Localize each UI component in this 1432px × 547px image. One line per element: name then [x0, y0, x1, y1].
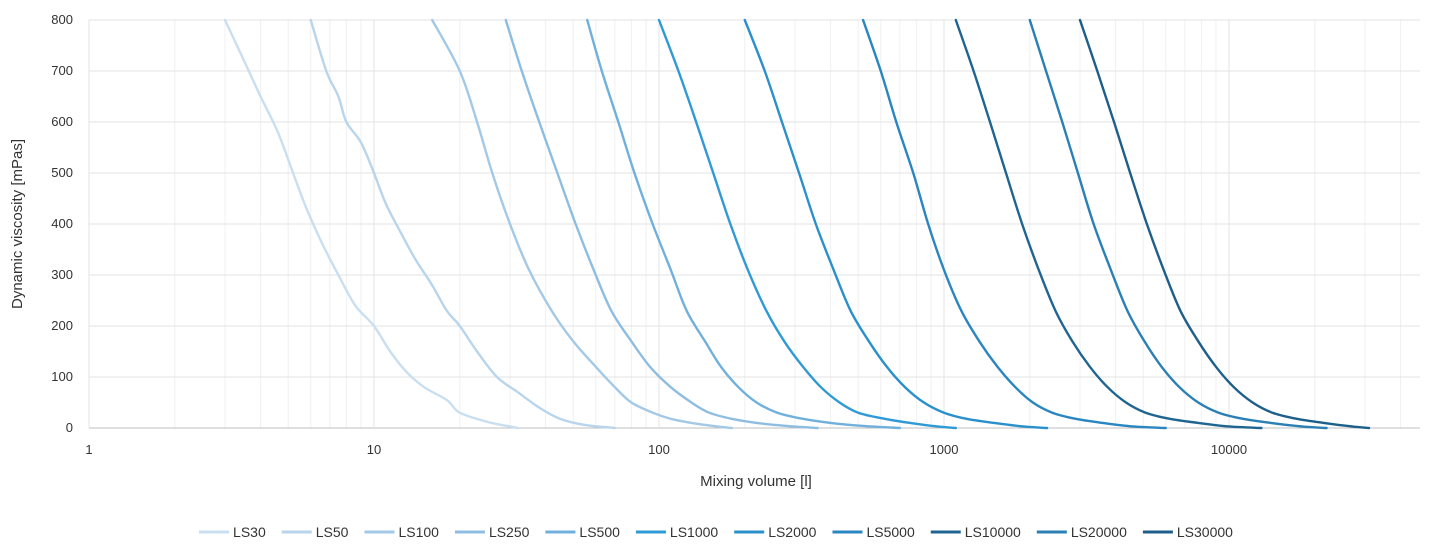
series-line-ls1000	[657, 18, 957, 430]
x-tick-label: 10	[367, 442, 381, 457]
legend-item-ls30: LS30	[199, 524, 266, 540]
y-tick-label: 600	[51, 114, 73, 129]
y-tick-label: 300	[51, 267, 73, 282]
x-axis-ticks: 1 10 100 1000 10000	[85, 442, 1247, 457]
legend-item-ls30000: LS30000	[1142, 524, 1233, 540]
x-tick-label: 10000	[1211, 442, 1247, 457]
legend-label: LS10000	[965, 524, 1021, 540]
legend-label: LS100	[398, 524, 439, 540]
x-axis-label: Mixing volume [l]	[700, 473, 812, 490]
series-line-ls2000	[743, 18, 1049, 430]
legend: LS30 LS50 LS100 LS250 LS500 LS1000 LS2000 LS500…	[199, 524, 1233, 540]
legend-label: LS20000	[1071, 524, 1127, 540]
y-tick-label: 700	[51, 63, 73, 78]
series-line-ls30000	[1078, 18, 1371, 430]
series-line-ls50	[309, 18, 617, 430]
legend-label: LS2000	[768, 524, 816, 540]
y-axis-label: Dynamic viscosity [mPas]	[9, 139, 26, 309]
legend-label: LS5000	[866, 524, 914, 540]
y-tick-label: 500	[51, 165, 73, 180]
legend-item-ls500: LS500	[545, 524, 620, 540]
series-line-ls10000	[954, 18, 1263, 430]
legend-item-ls50: LS50	[281, 524, 349, 540]
legend-item-ls5000: LS5000	[832, 524, 915, 540]
y-tick-label: 200	[51, 318, 73, 333]
y-tick-label: 800	[51, 12, 73, 27]
legend-item-ls20000: LS20000	[1036, 524, 1127, 540]
legend-item-ls2000: LS2000	[734, 524, 817, 540]
x-tick-label: 1	[85, 442, 92, 457]
y-tick-label: 0	[66, 420, 73, 435]
plot-series	[223, 18, 1371, 430]
x-tick-label: 100	[648, 442, 670, 457]
series-line-ls30	[223, 18, 520, 430]
major-grid	[88, 19, 1420, 429]
legend-label: LS500	[579, 524, 620, 540]
legend-label: LS1000	[670, 524, 718, 540]
series-line-ls20000	[1028, 18, 1328, 430]
series-line-ls500	[586, 18, 902, 430]
legend-label: LS50	[316, 524, 349, 540]
legend-label: LS30	[233, 524, 266, 540]
y-tick-label: 400	[51, 216, 73, 231]
y-axis-ticks: 0 100 200 300 400 500 600 700 800	[51, 12, 73, 435]
legend-item-ls10000: LS10000	[930, 524, 1021, 540]
y-tick-label: 100	[51, 369, 73, 384]
legend-label: LS250	[489, 524, 530, 540]
series-line-ls100	[430, 18, 733, 430]
legend-item-ls1000: LS1000	[635, 524, 718, 540]
legend-label: LS30000	[1177, 524, 1233, 540]
x-tick-label: 1000	[930, 442, 959, 457]
legend-item-ls100: LS100	[364, 524, 439, 540]
series-line-ls5000	[861, 18, 1167, 430]
series-line-ls250	[504, 18, 819, 430]
legend-item-ls250: LS250	[454, 524, 530, 540]
